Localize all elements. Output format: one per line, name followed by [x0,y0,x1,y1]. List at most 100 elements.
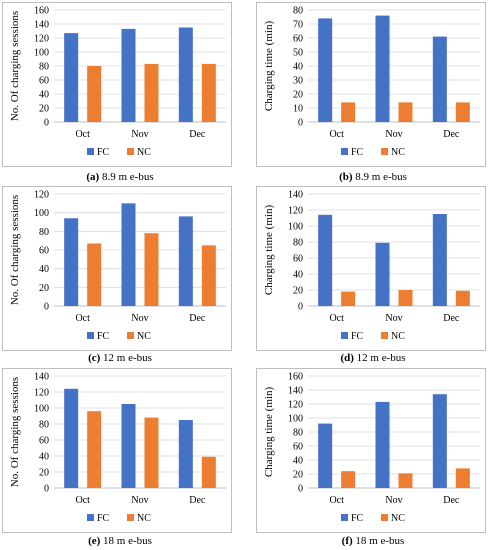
y-tick-label: 0 [298,484,303,495]
bar-nc-dec [455,290,470,306]
y-tick-label: 80 [293,238,303,249]
y-tick-label: 60 [293,34,303,45]
chart-panel-c: 0 20 40 60 80 100 120 No. Of charging sessions O… [2,186,232,351]
y-tick-label: 0 [44,118,49,129]
chart-frame [2,368,232,533]
caption-letter: (b) [339,171,353,183]
bar-fc-nov [375,15,390,123]
bar-nc-dec [201,245,216,306]
legend-swatch-nc [381,332,388,339]
bar-nc-nov [144,233,159,306]
y-tick-label: 100 [288,222,303,233]
y-tick-label: 60 [39,436,49,447]
y-tick-label: 40 [293,456,303,467]
y-tick-label: 20 [293,286,303,297]
legend-label-fc: FC [351,147,364,158]
y-tick-label: 160 [288,372,303,383]
y-tick-label: 30 [293,76,303,87]
y-tick-label: 40 [39,90,49,101]
x-tick-label: Oct [329,495,344,506]
chart-panel-e: 0 20 40 60 80 100 120 140 No. Of charging sessio… [2,368,232,533]
bar-nc-dec [201,63,216,122]
y-tick-label: 20 [293,470,303,481]
y-tick-label: 0 [44,484,49,495]
y-tick-label: 120 [34,190,49,201]
caption-letter: (c) [88,352,101,364]
legend-label-fc: FC [97,331,110,342]
y-tick-label: 100 [34,208,49,219]
y-tick-label: 120 [34,34,49,45]
chart-panel-d: 0 20 40 60 80 100 120 140 Charging time (min) Oct… [256,186,486,351]
legend-swatch-fc [341,514,348,521]
y-tick-label: 20 [39,283,49,294]
legend-swatch-nc [127,332,134,339]
y-tick-label: 60 [39,76,49,87]
bar-fc-oct [318,214,333,306]
y-tick-label: 80 [39,227,49,238]
x-tick-label: Dec [443,495,460,506]
bar-nc-nov [144,417,159,488]
chart-panel-f: 0 20 40 60 80 100 120 140 160 Charging time (min)… [256,368,486,533]
x-tick-label: Nov [385,495,402,506]
bar-nc-nov [398,102,413,122]
caption-text: 8.9 m e-bus [355,171,407,183]
caption-letter: (e) [88,535,101,547]
y-tick-label: 70 [293,20,303,31]
y-tick-label: 60 [39,246,49,257]
y-tick-label: 50 [293,48,303,59]
x-tick-label: Oct [329,313,344,324]
legend-label-fc: FC [351,513,364,524]
y-tick-label: 0 [298,118,303,129]
caption-letter: (d) [340,352,354,364]
x-tick-label: Nov [385,129,402,140]
caption-d: (d) 12 m e-bus [258,352,488,364]
legend-label-fc: FC [97,513,110,524]
bar-fc-dec [178,27,193,122]
chart-frame [256,368,486,533]
y-tick-label: 40 [39,264,49,275]
x-tick-label: Dec [189,495,206,506]
bar-fc-nov [375,242,390,306]
legend-swatch-nc [127,148,134,155]
bar-fc-oct [318,18,333,122]
y-tick-label: 20 [293,90,303,101]
y-tick-label: 120 [34,388,49,399]
bar-nc-dec [201,456,216,488]
x-tick-label: Oct [75,495,90,506]
y-tick-label: 40 [293,62,303,73]
x-tick-label: Dec [189,129,206,140]
bar-fc-dec [432,36,447,122]
chart-panel-a: 0 20 40 60 80 100 120 140 160 No. Of charging ses… [2,2,232,167]
x-tick-label: Oct [75,313,90,324]
bar-fc-oct [64,33,79,122]
chart-frame [256,2,486,167]
bar-nc-oct [341,291,356,306]
y-tick-label: 140 [34,372,49,383]
legend-label-nc: NC [391,513,405,524]
legend-swatch-fc [341,148,348,155]
legend-swatch-nc [381,148,388,155]
bar-nc-oct [341,102,356,122]
legend-swatch-fc [87,332,94,339]
caption-text: 8.9 m e-bus [101,171,154,183]
x-tick-label: Nov [131,313,148,324]
legend-label-nc: NC [137,331,151,342]
x-tick-label: Oct [75,129,90,140]
y-tick-label: 40 [39,452,49,463]
caption-b: (b) 8.9 m e-bus [258,171,488,183]
y-tick-label: 100 [34,48,49,59]
bar-fc-nov [375,401,390,488]
x-tick-label: Oct [329,129,344,140]
legend-swatch-fc [341,332,348,339]
bar-fc-nov [121,404,136,488]
caption-c: (c) 12 m e-bus [5,352,235,364]
legend-label-nc: NC [137,513,151,524]
bar-nc-dec [455,102,470,122]
bar-nc-nov [144,63,159,122]
chart-frame [256,186,486,351]
chart-svg: 0 20 40 60 80 100 120 140 Charging time (min) Oct… [256,186,486,351]
caption-a: (a) 8.9 m e-bus [5,171,235,183]
y-axis-label: Charging time (min) [263,387,275,478]
legend-swatch-nc [127,514,134,521]
x-tick-label: Nov [385,313,402,324]
